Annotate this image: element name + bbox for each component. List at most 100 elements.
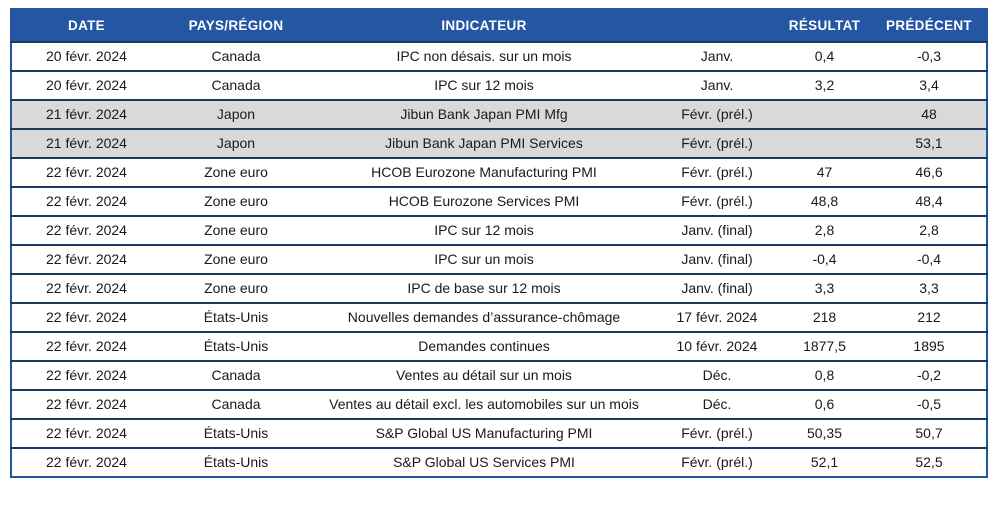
cell-date: 22 févr. 2024 (11, 186, 161, 216)
cell-period: Janv. (final) (657, 273, 777, 303)
cell-indicator: Ventes au détail sur un mois (311, 360, 657, 390)
cell-result: 0,4 (777, 41, 872, 71)
cell-result: 47 (777, 157, 872, 187)
table-row: 22 févr. 2024 États-Unis S&P Global US Ser… (11, 447, 987, 477)
table-row: 22 févr. 2024 Zone euro HCOB Eurozone Serv… (11, 186, 987, 216)
cell-indicator: IPC sur 12 mois (311, 70, 657, 100)
table-row: 20 févr. 2024 Canada IPC non désais. sur u… (11, 41, 987, 71)
cell-date: 22 févr. 2024 (11, 273, 161, 303)
cell-period: Déc. (657, 389, 777, 419)
cell-previous: 48 (872, 99, 987, 129)
cell-previous: 2,8 (872, 215, 987, 245)
cell-date: 22 févr. 2024 (11, 360, 161, 390)
cell-previous: 1895 (872, 331, 987, 361)
col-header-result: RÉSULTAT (777, 9, 872, 42)
cell-country: Zone euro (161, 215, 311, 245)
cell-result: 1877,5 (777, 331, 872, 361)
cell-indicator: IPC non désais. sur un mois (311, 41, 657, 71)
table-row: 22 févr. 2024 États-Unis S&P Global US Man… (11, 418, 987, 448)
cell-period: Janv. (657, 41, 777, 71)
cell-result: -0,4 (777, 244, 872, 274)
cell-result: 0,8 (777, 360, 872, 390)
cell-date: 22 févr. 2024 (11, 157, 161, 187)
cell-indicator: IPC sur 12 mois (311, 215, 657, 245)
cell-country: Japon (161, 128, 311, 158)
cell-result: 50,35 (777, 418, 872, 448)
cell-country: Canada (161, 70, 311, 100)
col-header-date: DATE (11, 9, 161, 42)
col-header-previous: PRÉDÉCENT (872, 9, 987, 42)
cell-previous: 50,7 (872, 418, 987, 448)
cell-previous: 53,1 (872, 128, 987, 158)
cell-date: 22 févr. 2024 (11, 331, 161, 361)
cell-period: Janv. (657, 70, 777, 100)
cell-result: 2,8 (777, 215, 872, 245)
cell-country: Zone euro (161, 273, 311, 303)
table-row: 22 févr. 2024 Zone euro IPC sur un mois Jan… (11, 244, 987, 274)
header-row: DATE PAYS/RÉGION INDICATEUR RÉSULTAT PRÉ… (11, 9, 987, 42)
cell-indicator: IPC sur un mois (311, 244, 657, 274)
cell-period: Févr. (prél.) (657, 157, 777, 187)
cell-country: Japon (161, 99, 311, 129)
table-row: 21 févr. 2024 Japon Jibun Bank Japan PMI S… (11, 128, 987, 158)
cell-period: Févr. (prél.) (657, 186, 777, 216)
cell-country: Canada (161, 360, 311, 390)
cell-result (777, 128, 872, 158)
table-row: 22 févr. 2024 Canada Ventes au détail excl… (11, 389, 987, 419)
col-header-indicator: INDICATEUR (311, 9, 657, 42)
cell-indicator: Demandes continues (311, 331, 657, 361)
cell-indicator: Nouvelles demandes d’assurance-chômage (311, 302, 657, 332)
table-body: 20 févr. 2024 Canada IPC non désais. sur u… (11, 41, 987, 477)
cell-period: Févr. (prél.) (657, 418, 777, 448)
cell-date: 21 févr. 2024 (11, 128, 161, 158)
cell-period: Févr. (prél.) (657, 99, 777, 129)
cell-indicator: HCOB Eurozone Manufacturing PMI (311, 157, 657, 187)
cell-indicator: Jibun Bank Japan PMI Mfg (311, 99, 657, 129)
cell-date: 22 févr. 2024 (11, 447, 161, 477)
cell-result: 52,1 (777, 447, 872, 477)
table-row: 22 févr. 2024 Canada Ventes au détail sur … (11, 360, 987, 390)
cell-country: États-Unis (161, 418, 311, 448)
cell-result: 3,3 (777, 273, 872, 303)
cell-previous: 48,4 (872, 186, 987, 216)
cell-country: États-Unis (161, 447, 311, 477)
cell-result: 48,8 (777, 186, 872, 216)
cell-indicator: Jibun Bank Japan PMI Services (311, 128, 657, 158)
cell-previous: -0,4 (872, 244, 987, 274)
cell-result: 218 (777, 302, 872, 332)
cell-country: Canada (161, 41, 311, 71)
cell-date: 20 févr. 2024 (11, 70, 161, 100)
cell-country: Zone euro (161, 244, 311, 274)
table-row: 22 févr. 2024 États-Unis Nouvelles demande… (11, 302, 987, 332)
cell-result: 0,6 (777, 389, 872, 419)
cell-period: Févr. (prél.) (657, 128, 777, 158)
cell-country: Zone euro (161, 157, 311, 187)
cell-result: 3,2 (777, 70, 872, 100)
cell-previous: -0,2 (872, 360, 987, 390)
cell-indicator: IPC de base sur 12 mois (311, 273, 657, 303)
cell-previous: 46,6 (872, 157, 987, 187)
cell-indicator: S&P Global US Services PMI (311, 447, 657, 477)
cell-date: 22 févr. 2024 (11, 244, 161, 274)
cell-previous: -0,5 (872, 389, 987, 419)
table-row: 20 févr. 2024 Canada IPC sur 12 mois Janv. 3… (11, 70, 987, 100)
cell-previous: 212 (872, 302, 987, 332)
cell-period: Févr. (prél.) (657, 447, 777, 477)
cell-date: 21 févr. 2024 (11, 99, 161, 129)
cell-date: 20 févr. 2024 (11, 41, 161, 71)
cell-previous: -0,3 (872, 41, 987, 71)
cell-previous: 3,3 (872, 273, 987, 303)
cell-country: États-Unis (161, 302, 311, 332)
cell-period: Janv. (final) (657, 215, 777, 245)
cell-period: Janv. (final) (657, 244, 777, 274)
cell-previous: 52,5 (872, 447, 987, 477)
cell-result (777, 99, 872, 129)
cell-date: 22 févr. 2024 (11, 418, 161, 448)
cell-period: 10 févr. 2024 (657, 331, 777, 361)
cell-country: Canada (161, 389, 311, 419)
table-row: 22 févr. 2024 États-Unis Demandes continue… (11, 331, 987, 361)
cell-indicator: HCOB Eurozone Services PMI (311, 186, 657, 216)
table-row: 22 févr. 2024 Zone euro IPC de base sur 12… (11, 273, 987, 303)
cell-period: 17 févr. 2024 (657, 302, 777, 332)
